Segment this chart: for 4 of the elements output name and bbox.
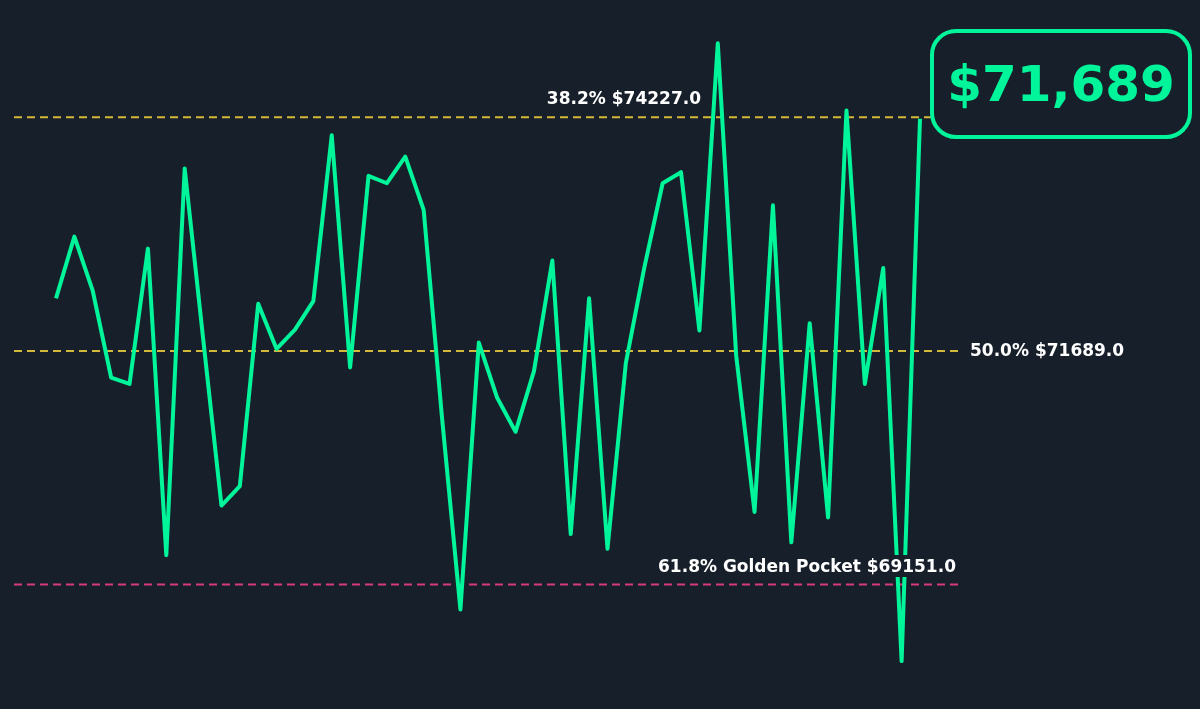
ref-line-label: 38.2% $74227.0	[542, 87, 705, 110]
ref-line-label: 61.8% Golden Pocket $69151.0	[654, 554, 960, 577]
ref-line-label: 50.0% $71689.0	[966, 338, 1129, 361]
text: $71,689	[930, 29, 1192, 139]
